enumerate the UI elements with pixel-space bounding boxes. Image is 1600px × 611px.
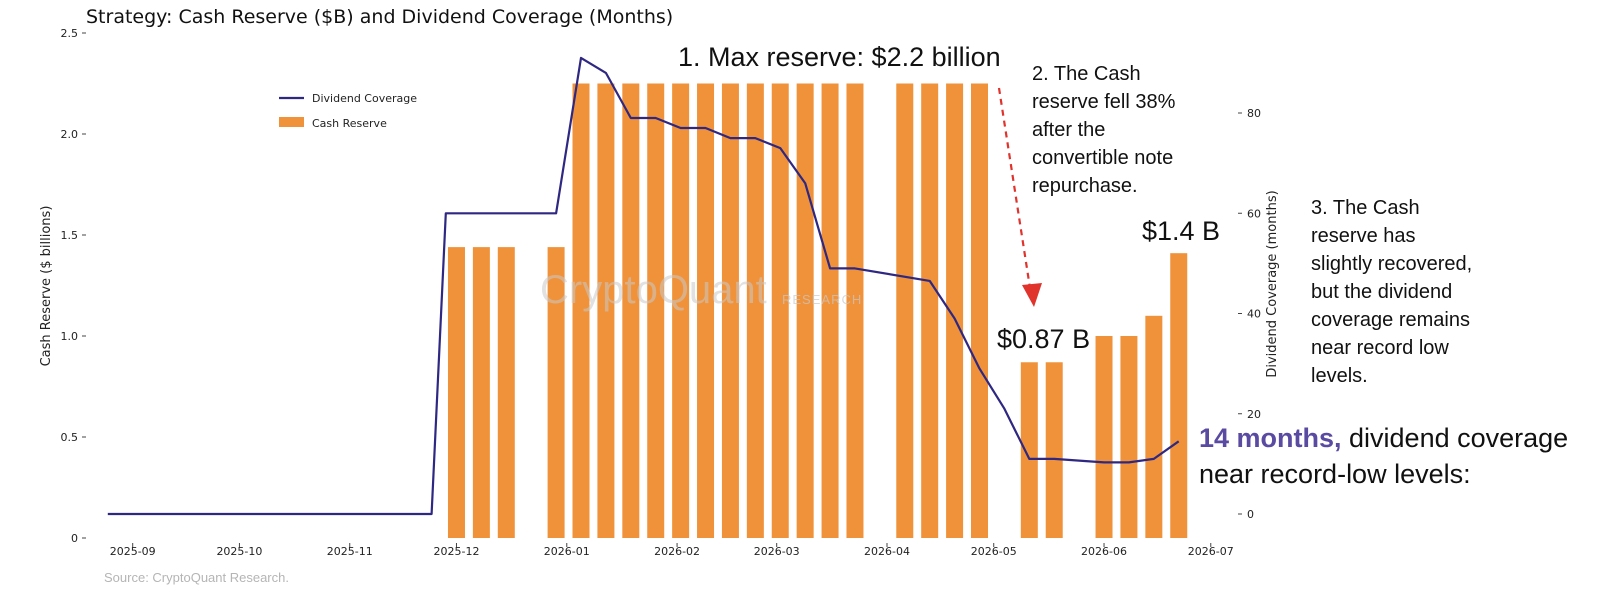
watermark-logo: CryptoQuant: [540, 268, 767, 312]
cash-reserve-bar: [447, 247, 465, 538]
y-right-tick-label: 80: [1247, 107, 1261, 120]
arrow-shaft: [997, 87, 1032, 289]
cash-reserve-bar: [1095, 336, 1113, 538]
cash-reserve-bars: [447, 83, 1188, 538]
dividend-coverage-line: [107, 56, 1180, 516]
y-right-tick-label: 40: [1247, 308, 1261, 321]
legend-label-cash-reserve: Cash Reserve: [312, 117, 387, 130]
y-left-tick-label: 2.0: [61, 128, 79, 141]
watermark-subtitle: RESEARCH: [782, 292, 863, 307]
y-left-tick-label: 2.5: [61, 27, 79, 40]
legend: Dividend Coverage Cash Reserve: [279, 92, 417, 130]
y-left-tick-label: 1.5: [61, 229, 79, 242]
cash-reserve-bar: [697, 83, 715, 538]
x-tick-label: 2025-09: [110, 545, 156, 558]
chart-title: Strategy: Cash Reserve ($B) and Dividend…: [86, 6, 674, 28]
cash-reserve-bar: [572, 83, 590, 538]
cash-reserve-bar: [547, 247, 565, 538]
cash-reserve-bar: [1020, 362, 1038, 538]
cash-reserve-bar: [1145, 315, 1163, 538]
x-tick-label: 2026-01: [544, 545, 590, 558]
source-note: Source: CryptoQuant Research.: [104, 570, 289, 585]
dividend-coverage-series: [107, 56, 1180, 516]
x-tick-label: 2025-10: [216, 545, 262, 558]
y-left-axis-label: Cash Reserve ($ billions): [39, 206, 54, 367]
x-tick-label: 2026-02: [654, 545, 700, 558]
annotation-reserve-recovered: 3. The Cash reserve has slightly recover…: [1311, 197, 1473, 387]
cash-reserve-bar: [796, 83, 814, 538]
annotation-label-0-87b: $0.87 B: [997, 324, 1091, 354]
cash-reserve-bar: [1045, 362, 1063, 538]
y-right-tick-label: 0: [1247, 508, 1254, 521]
cash-reserve-bar: [721, 83, 739, 538]
x-tick-label: 2025-11: [327, 545, 373, 558]
x-tick-label: 2025-12: [433, 545, 479, 558]
legend-bar-swatch: [279, 117, 304, 127]
cash-reserve-bar: [472, 247, 490, 538]
coverage-rest: dividend coverage: [1341, 423, 1569, 453]
cash-reserve-bar: [1120, 336, 1138, 538]
x-tick-label: 2026-06: [1081, 545, 1127, 558]
legend-label-dividend-coverage: Dividend Coverage: [312, 92, 417, 105]
cash-reserve-bar: [771, 83, 789, 538]
annotation-label-1-4b: $1.4 B: [1142, 216, 1221, 246]
axes: 0 0.5 1.0 1.5 2.0 2.5 Cash Reserve ($ billions…: [39, 27, 1280, 558]
annotation-coverage: 14 months, dividend coverage near record…: [1199, 420, 1568, 492]
cash-reserve-bar: [647, 83, 665, 538]
coverage-highlight: 14 months,: [1199, 423, 1342, 453]
y-left-tick-label: 0.5: [61, 431, 79, 444]
cash-reserve-bar: [597, 83, 615, 538]
y-left-tick-label: 0: [71, 532, 78, 545]
cash-reserve-bar: [896, 83, 914, 538]
cash-reserve-bar: [497, 247, 515, 538]
x-tick-label: 2026-03: [754, 545, 800, 558]
arrow-head: [1022, 283, 1042, 307]
annotation-arrow: [997, 87, 1042, 307]
cash-reserve-bar: [946, 83, 964, 538]
x-tick-label: 2026-05: [971, 545, 1017, 558]
y-right-tick-label: 60: [1247, 207, 1261, 220]
cash-reserve-bar: [622, 83, 640, 538]
cash-reserve-bar: [1170, 253, 1188, 538]
x-tick-label: 2026-07: [1188, 545, 1234, 558]
cash-reserve-bar: [746, 83, 764, 538]
cash-reserve-bar: [921, 83, 939, 538]
coverage-line2: near record-low levels:: [1199, 459, 1471, 489]
annotation-reserve-fell: 2. The Cash reserve fell 38% after the c…: [1032, 63, 1176, 197]
y-right-axis-label: Dividend Coverage (months): [1265, 190, 1280, 377]
annotation-max-reserve: 1. Max reserve: $2.2 billion: [678, 42, 1001, 72]
cash-reserve-bar: [821, 83, 839, 538]
cash-reserve-bar: [672, 83, 690, 538]
cash-reserve-bar: [846, 83, 864, 538]
cash-reserve-bar: [970, 83, 988, 538]
y-right-tick-label: 20: [1247, 408, 1261, 421]
y-left-tick-label: 1.0: [61, 330, 79, 343]
x-tick-label: 2026-04: [864, 545, 910, 558]
